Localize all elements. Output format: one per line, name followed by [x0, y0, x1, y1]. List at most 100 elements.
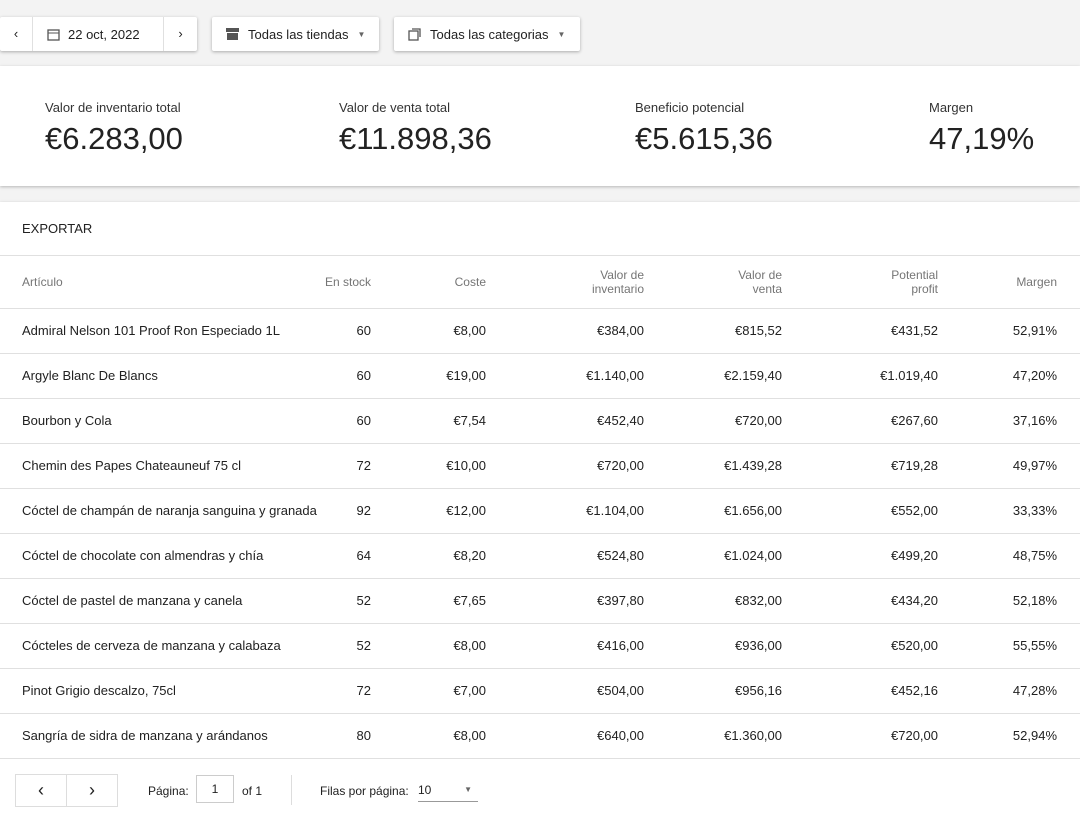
- table-cell: Cóctel de pastel de manzana y canela: [0, 578, 320, 624]
- category-icon: [408, 27, 421, 41]
- table-row: Argyle Blanc De Blancs 60 €19,00 €1.140,00 €…: [0, 353, 1080, 399]
- summary-item: Beneficio potencial €5.615,36: [635, 100, 773, 157]
- table-cell: 37,16%: [939, 398, 1080, 444]
- table-cell: €2.159,40: [645, 353, 783, 399]
- table-cell: 49,97%: [939, 443, 1080, 489]
- table-cell: €524,80: [487, 533, 645, 579]
- table-cell: €8,00: [372, 308, 487, 354]
- table-cell: €7,54: [372, 398, 487, 444]
- column-header-text: Artículo: [22, 274, 63, 289]
- column-header: Artículo: [0, 256, 320, 309]
- table-row: Bourbon y Cola 60 €7,54 €452,40 €720,00 €267,…: [0, 398, 1080, 444]
- table-cell: €267,60: [783, 398, 939, 444]
- calendar-icon: [47, 28, 60, 41]
- column-header: Potential profit: [783, 256, 939, 309]
- table-row: Cóctel de pastel de manzana y canela 52 €7…: [0, 578, 1080, 624]
- summary-label: Valor de inventario total: [45, 100, 181, 115]
- table-cell: €1.656,00: [645, 488, 783, 534]
- table-row: Pinot Grigio descalzo, 75cl 72 €7,00 €504,0…: [0, 668, 1080, 714]
- caret: ▼: [557, 29, 566, 39]
- table-cell: €720,00: [783, 713, 939, 759]
- table-row: Sangría de sidra de manzana y arándanos 8…: [0, 713, 1080, 759]
- column-header-text: Margen: [1016, 274, 1057, 289]
- table-cell: 92: [320, 488, 372, 534]
- summary-label: Valor de venta total: [339, 100, 451, 115]
- table-cell: €452,40: [487, 398, 645, 444]
- summary-value: €6.283,00: [45, 121, 183, 156]
- category-filter[interactable]: Todas las categorias ▼: [394, 17, 580, 51]
- next-page[interactable]: ›: [89, 779, 95, 800]
- table-cell: 47,28%: [939, 668, 1080, 714]
- table-cell: Sangría de sidra de manzana y arándanos: [0, 713, 320, 759]
- table-cell: Chemin des Papes Chateauneuf 75 cl: [0, 443, 320, 489]
- table-cell: €452,16: [783, 668, 939, 714]
- page-input[interactable]: 1: [196, 774, 234, 803]
- column-header-text: Valor de venta: [738, 267, 782, 296]
- table-cell: €640,00: [487, 713, 645, 759]
- table-cell: 52: [320, 623, 372, 669]
- summary-value: 47,19%: [929, 121, 1035, 156]
- table-cell: €1.024,00: [645, 533, 783, 579]
- summary-value: €5.615,36: [635, 121, 773, 156]
- summary-item: Valor de venta total €11.898,36: [339, 100, 492, 157]
- table-cell: €8,00: [372, 713, 487, 759]
- table-cell: €936,00: [645, 623, 783, 669]
- table-cell: €720,00: [487, 443, 645, 489]
- table-row: Chemin des Papes Chateauneuf 75 cl 72 €10,…: [0, 443, 1080, 489]
- page-count: of 1: [242, 783, 263, 798]
- summary-value: €11.898,36: [339, 121, 492, 156]
- table-cell: €1.140,00: [487, 353, 645, 399]
- table-cell: €520,00: [783, 623, 939, 669]
- category-text: Todas las categorias: [430, 26, 549, 42]
- table-row: Cócteles de cerveza de manzana y calabaz…: [0, 623, 1080, 669]
- caret: ▼: [357, 29, 366, 39]
- table-cell: €8,20: [372, 533, 487, 579]
- inventory-table: Artículo En stock Coste Valor de inventario…: [0, 256, 1080, 759]
- summary-label: Beneficio potencial: [635, 100, 745, 115]
- store-filter[interactable]: Todas las tiendas ▼: [212, 17, 379, 51]
- export-button[interactable]: EXPORTAR: [0, 202, 1080, 256]
- table-row: Cóctel de champán de naranja sanguina y …: [0, 488, 1080, 534]
- table-row: Cóctel de chocolate con almendras y chía…: [0, 533, 1080, 579]
- column-header-text: Valor de inventario: [591, 267, 644, 296]
- table-cell: 64: [320, 533, 372, 579]
- table-cell: 60: [320, 398, 372, 444]
- summary-card: Valor de inventario total €6.283,00 Valor …: [0, 66, 1080, 186]
- table-cell: 52,18%: [939, 578, 1080, 624]
- table-cell: €397,80: [487, 578, 645, 624]
- prev-page[interactable]: ‹: [16, 774, 67, 806]
- table-cell: 33,33%: [939, 488, 1080, 534]
- date-text: 22 oct, 2022: [68, 26, 140, 42]
- table-cell: Bourbon y Cola: [0, 398, 320, 444]
- table-cell: €504,00: [487, 668, 645, 714]
- store-text: Todas las tiendas: [248, 26, 349, 42]
- table-cell: €19,00: [372, 353, 487, 399]
- table-cell: 52: [320, 578, 372, 624]
- next-day[interactable]: ›: [163, 17, 197, 51]
- table-cell: €499,20: [783, 533, 939, 579]
- table-cell: €8,00: [372, 623, 487, 669]
- prev-day[interactable]: ‹: [0, 17, 33, 51]
- table-cell: €10,00: [372, 443, 487, 489]
- table-cell: 55,55%: [939, 623, 1080, 669]
- caret: ▼: [464, 784, 472, 794]
- table-cell: €956,16: [645, 668, 783, 714]
- table-cell: Cócteles de cerveza de manzana y calabaz…: [0, 623, 320, 669]
- table-cell: 47,20%: [939, 353, 1080, 399]
- divider: [291, 774, 292, 805]
- table-cell: 52,94%: [939, 713, 1080, 759]
- rows-value: 10: [418, 782, 432, 797]
- table-cell: €1.360,00: [645, 713, 783, 759]
- date[interactable]: 22 oct, 2022: [33, 27, 163, 42]
- summary-item: Margen 47,19%: [929, 100, 1034, 157]
- column-header: Margen: [939, 256, 1080, 309]
- table-cell: €832,00: [645, 578, 783, 624]
- table-cell: 60: [320, 353, 372, 399]
- table-cell: €1.019,40: [783, 353, 939, 399]
- table-cell: 60: [320, 308, 372, 354]
- table-cell: Cóctel de chocolate con almendras y chía: [0, 533, 320, 579]
- table-cell: €720,00: [645, 398, 783, 444]
- rows-select[interactable]: 10 ▼: [418, 778, 478, 802]
- column-header: Coste: [372, 256, 487, 309]
